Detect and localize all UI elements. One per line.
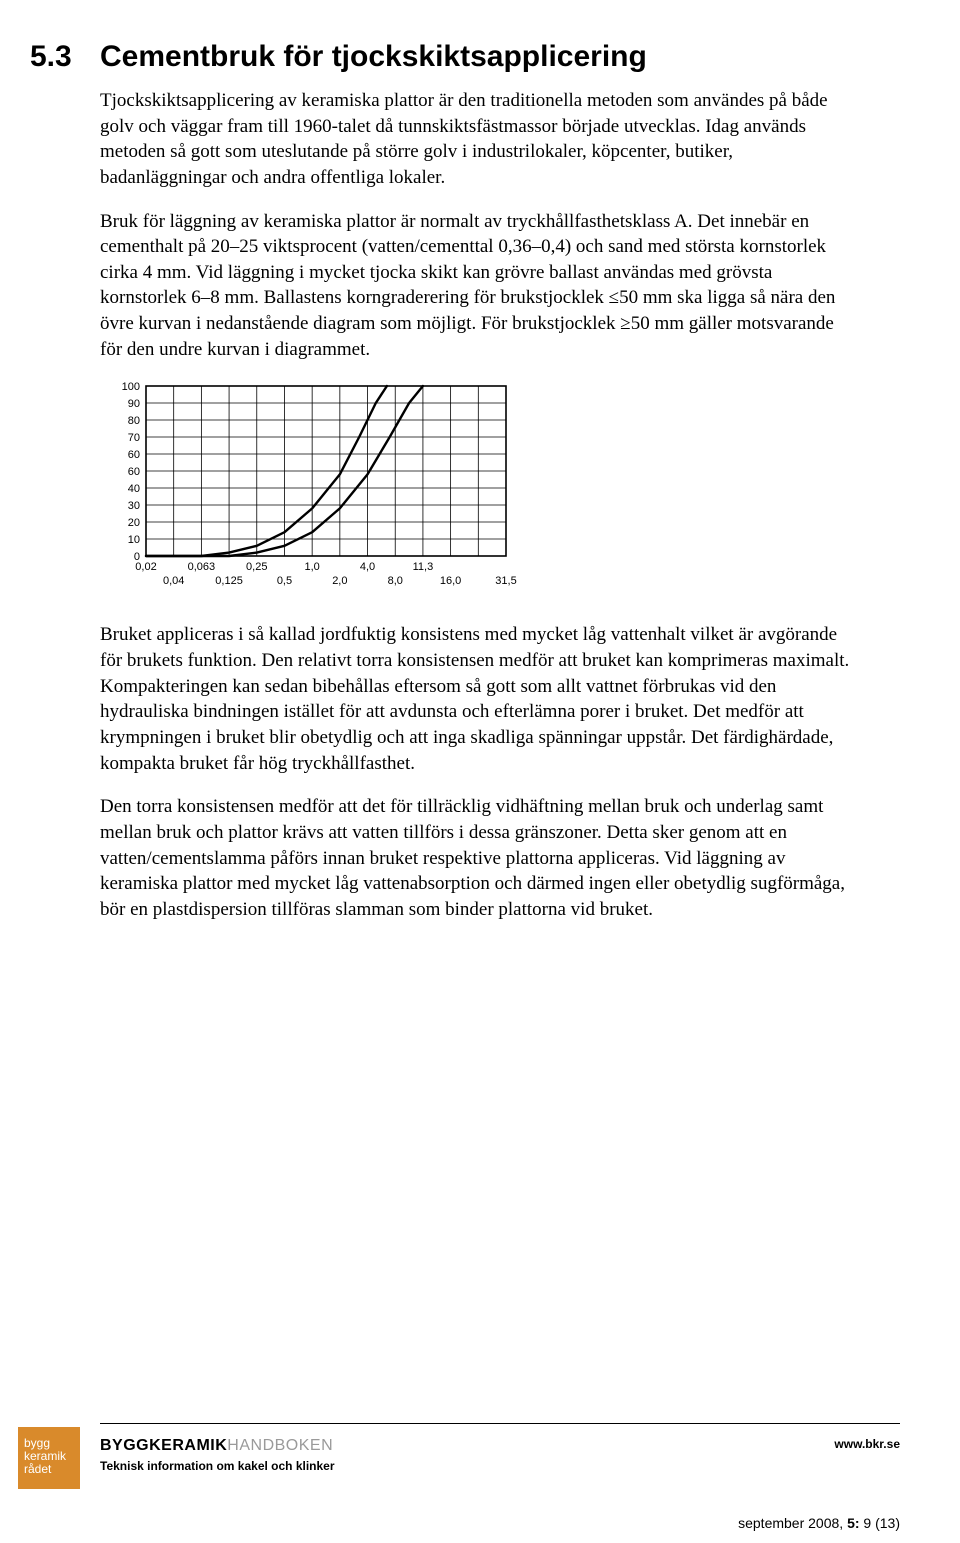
footer-url: www.bkr.se	[834, 1437, 900, 1451]
section-title: Cementbruk för tjockskiktsapplicering	[100, 40, 860, 74]
svg-text:16,0: 16,0	[440, 575, 461, 587]
logo-line: rådet	[24, 1463, 74, 1476]
svg-text:60: 60	[128, 449, 140, 461]
svg-text:60: 60	[128, 466, 140, 478]
grading-chart-svg: 10090807060604030201000,020,0630,251,04,…	[100, 380, 520, 600]
svg-text:40: 40	[128, 483, 140, 495]
svg-text:0,25: 0,25	[246, 561, 267, 573]
svg-text:100: 100	[122, 381, 140, 393]
brand-light: HANDBOKEN	[227, 1437, 333, 1454]
svg-text:90: 90	[128, 398, 140, 410]
brand-title: BYGGKERAMIKHANDBOKEN	[100, 1437, 333, 1455]
page-number: september 2008, 5: 9 (13)	[738, 1515, 900, 1531]
publisher-logo: bygg keramik rådet	[18, 1427, 80, 1489]
brand-bold: BYGGKERAMIK	[100, 1437, 227, 1454]
svg-text:0,5: 0,5	[277, 575, 292, 587]
svg-text:11,3: 11,3	[413, 561, 434, 573]
page-footer: bygg keramik rådet BYGGKERAMIKHANDBOKEN …	[0, 1423, 960, 1543]
svg-text:8,0: 8,0	[388, 575, 403, 587]
paragraph-4: Den torra konsistensen medför att det fö…	[100, 794, 860, 922]
svg-text:31,5: 31,5	[495, 575, 516, 587]
section-number: 5.3	[30, 40, 72, 74]
svg-text:4,0: 4,0	[360, 561, 375, 573]
svg-text:2,0: 2,0	[332, 575, 347, 587]
svg-text:0,125: 0,125	[215, 575, 243, 587]
grading-chart: 10090807060604030201000,020,0630,251,04,…	[100, 380, 860, 600]
page-chapter: 5:	[847, 1515, 863, 1531]
svg-text:20: 20	[128, 517, 140, 529]
paragraph-3: Bruket appliceras i så kallad jordfuktig…	[100, 622, 860, 776]
footer-rule	[100, 1423, 900, 1424]
svg-text:10: 10	[128, 534, 140, 546]
svg-text:0,04: 0,04	[163, 575, 184, 587]
svg-text:70: 70	[128, 432, 140, 444]
brand-subtitle: Teknisk information om kakel och klinker	[100, 1459, 335, 1473]
page-num: 9 (13)	[863, 1515, 900, 1531]
svg-text:30: 30	[128, 500, 140, 512]
svg-text:1,0: 1,0	[305, 561, 320, 573]
svg-text:0,063: 0,063	[188, 561, 216, 573]
svg-text:80: 80	[128, 415, 140, 427]
paragraph-2: Bruk för läggning av keramiska plattor ä…	[100, 209, 860, 363]
paragraph-1: Tjockskiktsapplicering av keramiska plat…	[100, 88, 860, 191]
svg-text:0,02: 0,02	[135, 561, 156, 573]
page-date: september 2008,	[738, 1515, 847, 1531]
